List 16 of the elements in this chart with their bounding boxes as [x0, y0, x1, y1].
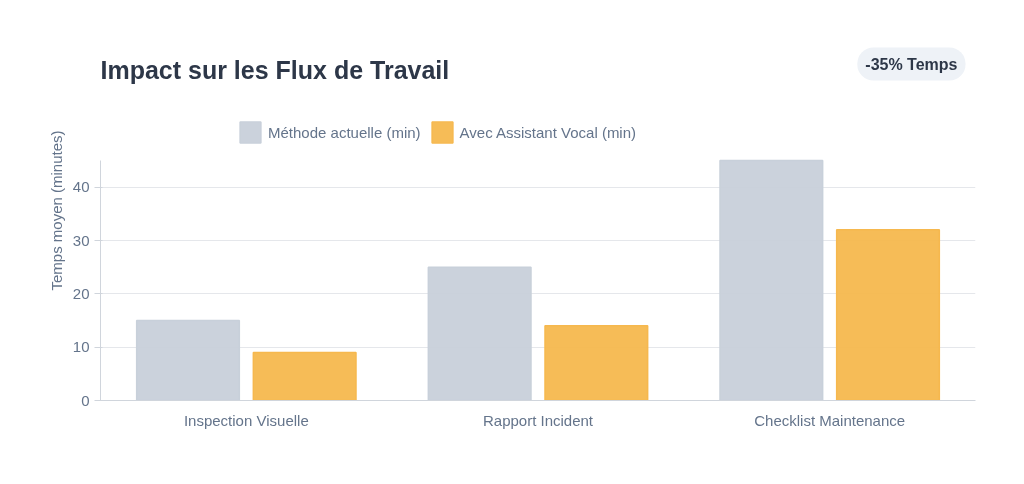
y-tick-label: 40 [72, 178, 90, 196]
bar [252, 351, 357, 401]
y-tick-label: 10 [72, 338, 90, 356]
bar [544, 325, 649, 401]
legend-label: Avec Assistant Vocal (min) [459, 123, 637, 141]
x-tick-label: Inspection Visuelle [183, 411, 309, 429]
text: -35% Temps [865, 55, 958, 73]
chart-title: Impact sur les Flux de Travail [100, 55, 450, 84]
legend-label: Méthode actuelle (min) [268, 123, 421, 141]
bar [835, 229, 941, 401]
x-tick-label: Checklist Maintenance [754, 411, 906, 429]
y-tick-label: 20 [72, 284, 90, 302]
y-tick-label: 30 [72, 231, 90, 249]
y-tick-label: 0 [81, 391, 90, 409]
y-axis-title: Temps moyen (minutes) [47, 130, 65, 291]
x-tick-label: Rapport Incident [482, 411, 594, 429]
